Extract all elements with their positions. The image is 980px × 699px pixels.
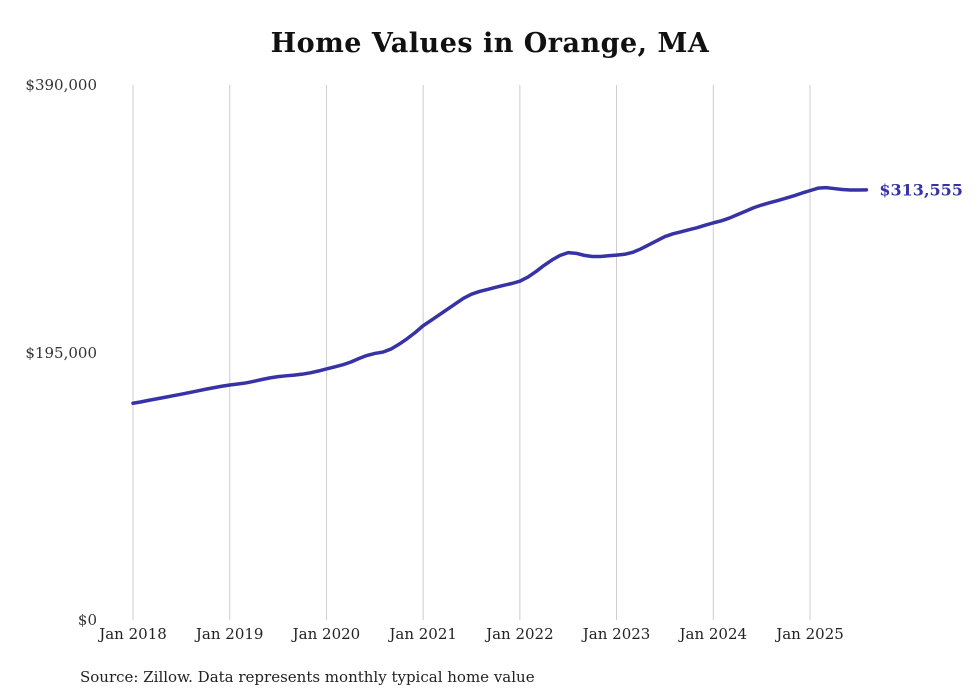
y-tick-label: $0 [77,611,97,629]
chart-title: Home Values in Orange, MA [270,28,710,59]
x-tick-label: Jan 2024 [679,625,748,643]
x-tick-label: Jan 2021 [389,625,457,643]
source-note: Source: Zillow. Data represents monthly … [80,668,535,686]
x-tick-label: Jan 2025 [776,625,844,643]
x-tick-label: Jan 2019 [195,625,264,643]
y-tick-label: $390,000 [25,76,97,94]
x-tick-label: Jan 2018 [99,625,167,643]
x-tick-label: Jan 2020 [292,625,361,643]
y-tick-label: $195,000 [25,343,97,362]
end-value-label: $313,555 [879,180,963,200]
x-tick-label: Jan 2023 [582,625,651,643]
line-series [131,185,869,406]
x-tick-label: Jan 2022 [486,625,554,643]
